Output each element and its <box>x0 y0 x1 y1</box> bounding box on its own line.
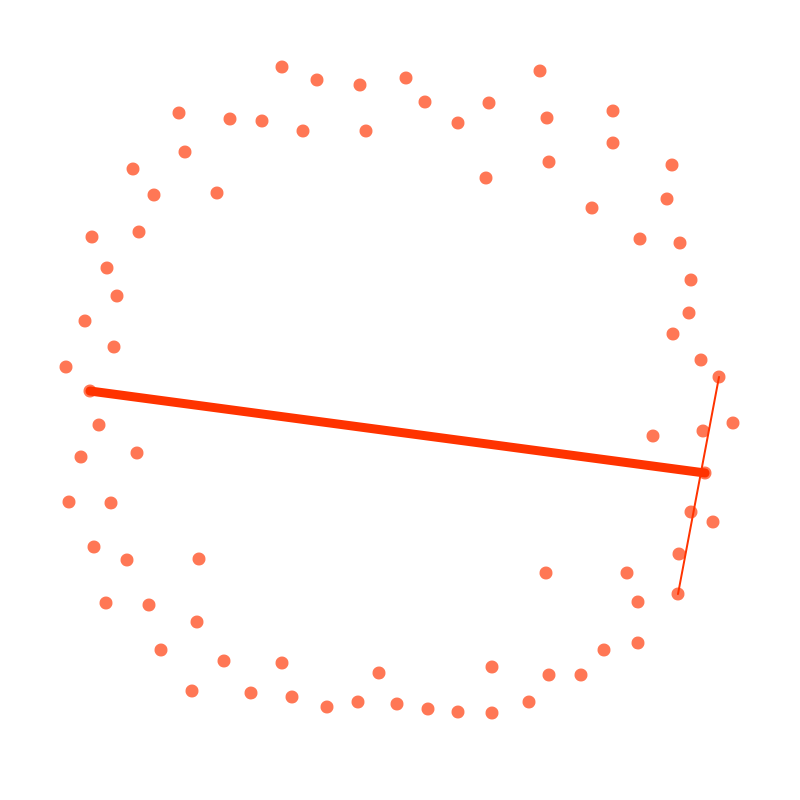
scatter-point <box>522 695 536 709</box>
scatter-point <box>665 158 679 172</box>
scatter-point <box>296 124 310 138</box>
points-layer <box>59 60 740 720</box>
scatter-point <box>147 188 161 202</box>
scatter-point <box>172 106 186 120</box>
segment-line-thick <box>85 386 710 478</box>
scatter-point <box>696 424 710 438</box>
scatter-point <box>542 155 556 169</box>
scatter-point <box>485 706 499 720</box>
scatter-point <box>100 261 114 275</box>
scatter-point <box>130 446 144 460</box>
scatter-point <box>78 314 92 328</box>
scatter-point <box>451 705 465 719</box>
scatter-point <box>120 553 134 567</box>
scatter-point <box>217 654 231 668</box>
scatter-point <box>631 636 645 650</box>
scatter-point <box>660 192 674 206</box>
scatter-point <box>190 615 204 629</box>
scatter-point <box>255 114 269 128</box>
scatter-point <box>620 566 634 580</box>
scatter-point <box>142 598 156 612</box>
scatter-point <box>631 595 645 609</box>
scatter-point <box>92 418 106 432</box>
scatter-point <box>244 686 258 700</box>
scatter-point <box>59 360 73 374</box>
scatter-point <box>485 660 499 674</box>
scatter-point <box>585 201 599 215</box>
scatter-point <box>62 495 76 509</box>
scatter-point <box>606 104 620 118</box>
scatter-point <box>87 540 101 554</box>
scatter-point <box>684 273 698 287</box>
scatter-point <box>666 327 680 341</box>
scatter-point <box>540 111 554 125</box>
scatter-point <box>126 162 140 176</box>
scatter-point <box>275 60 289 74</box>
scatter-point <box>110 289 124 303</box>
scatter-point <box>646 429 660 443</box>
scatter-point <box>421 702 435 716</box>
scatter-point <box>74 450 88 464</box>
scatter-point <box>99 596 113 610</box>
scatter-point <box>275 656 289 670</box>
scatter-point <box>310 73 324 87</box>
scatter-point <box>672 547 686 561</box>
scatter-point <box>178 145 192 159</box>
scatter-point <box>451 116 465 130</box>
scatter-point <box>633 232 647 246</box>
scatter-point <box>154 643 168 657</box>
scatter-point <box>694 353 708 367</box>
scatter-point <box>210 186 224 200</box>
scatter-point <box>107 340 121 354</box>
segment-line-thin <box>677 376 720 595</box>
scatter-point <box>85 230 99 244</box>
scatter-point <box>574 668 588 682</box>
scatter-point <box>185 684 199 698</box>
scatter-point <box>706 515 720 529</box>
scatter-point <box>539 566 553 580</box>
scatter-point <box>285 690 299 704</box>
scatter-point <box>372 666 386 680</box>
scatter-point <box>479 171 493 185</box>
scatter-point <box>606 136 620 150</box>
scatter-point <box>682 306 696 320</box>
scatter-point <box>390 697 404 711</box>
scatter-point <box>673 236 687 250</box>
scatter-point <box>192 552 206 566</box>
scatter-point <box>482 96 496 110</box>
scatter-point <box>351 695 365 709</box>
scatter-point <box>359 124 373 138</box>
scatter-point <box>353 78 367 92</box>
scatter-point <box>533 64 547 78</box>
scatter-point <box>132 225 146 239</box>
scatter-point <box>320 700 334 714</box>
lines-layer <box>85 376 720 595</box>
scatter-point <box>542 668 556 682</box>
scatter-point <box>684 505 698 519</box>
scatter-point <box>418 95 432 109</box>
scatter-point <box>726 416 740 430</box>
scatter-point <box>104 496 118 510</box>
scatter-point <box>399 71 413 85</box>
scatter-point <box>223 112 237 126</box>
scatter-point <box>597 643 611 657</box>
